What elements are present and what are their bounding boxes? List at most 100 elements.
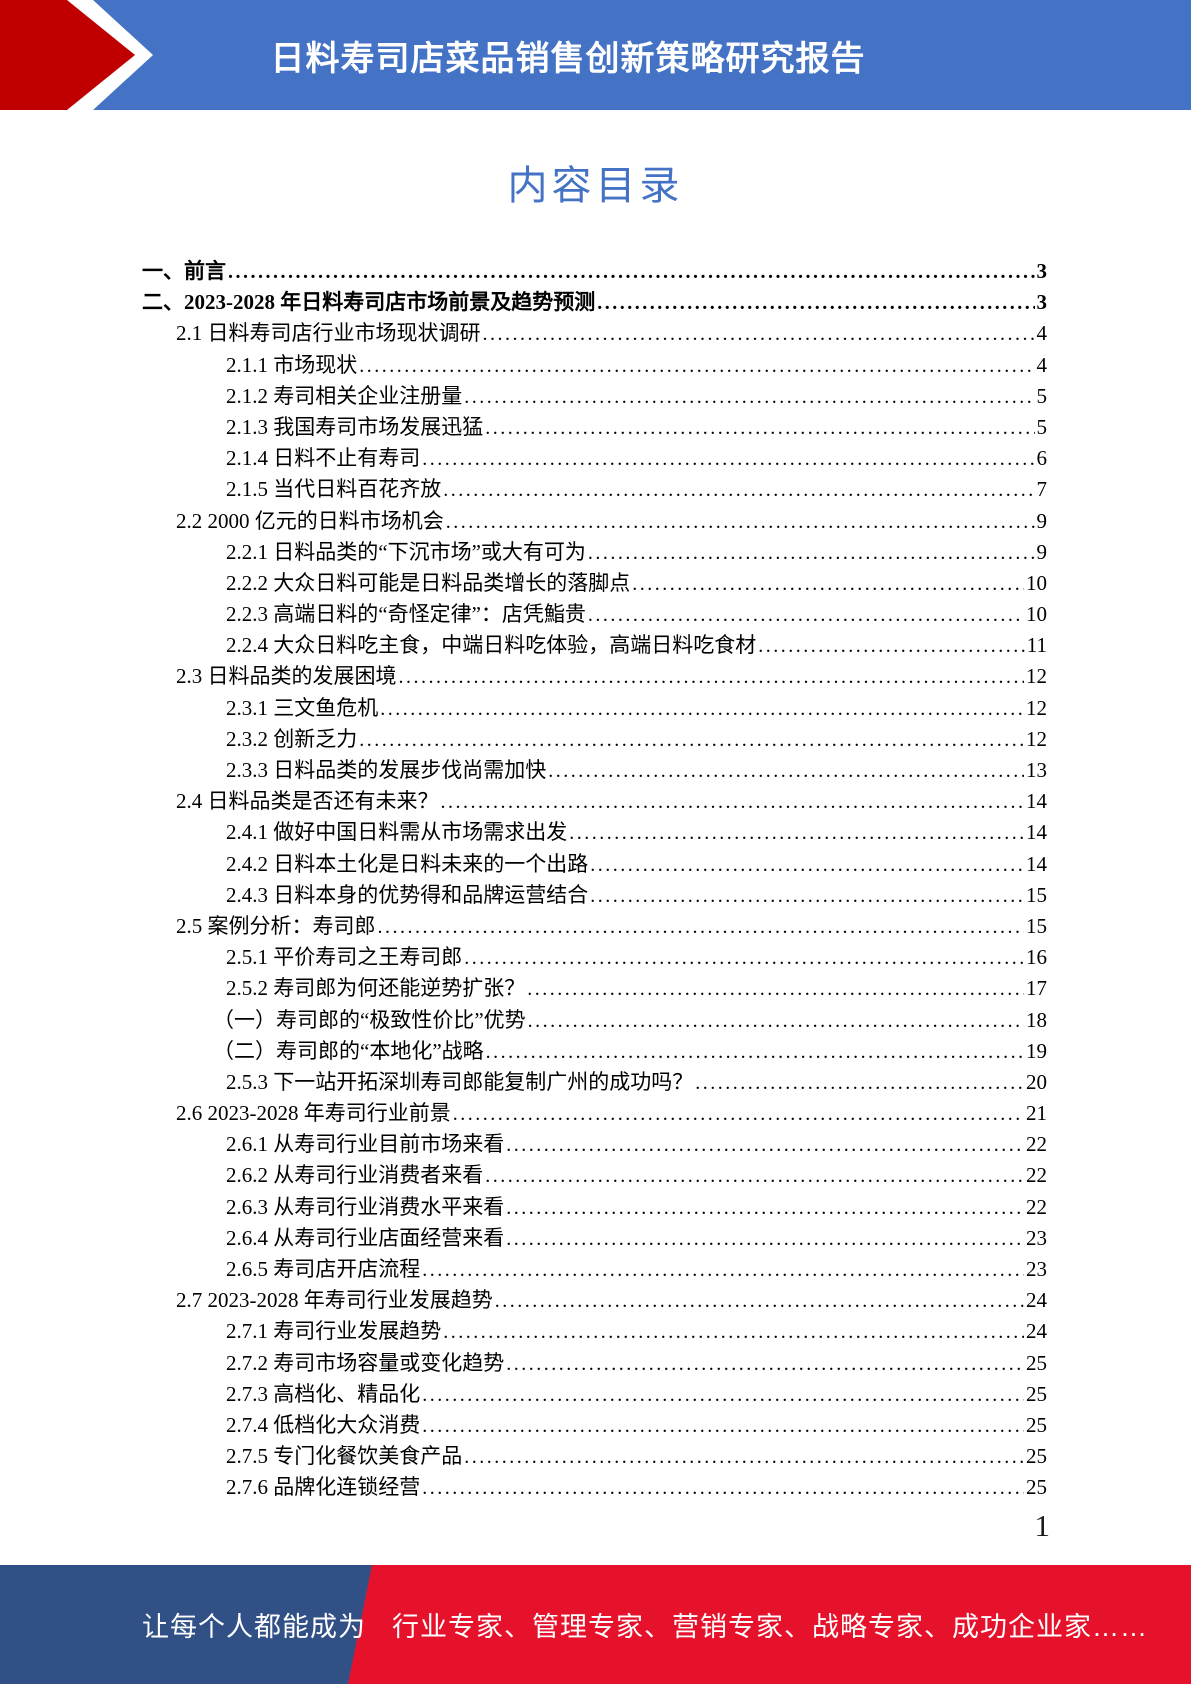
toc-entry-page: 12: [1026, 695, 1047, 720]
toc-entry[interactable]: 2.6.3 从寿司行业消费水平来看 22: [142, 1192, 1047, 1223]
toc-entry[interactable]: 2.7.6 品牌化连锁经营 25: [142, 1472, 1047, 1503]
toc-entry[interactable]: （二）寿司郎的“本地化”战略 19: [142, 1036, 1047, 1067]
toc-entry[interactable]: 2.4 日料品类是否还有未来？ 14: [142, 786, 1047, 817]
toc-entry-dots: [528, 1006, 1024, 1037]
toc-entry-page: 6: [1036, 446, 1048, 471]
toc-entry[interactable]: 2.7.2 寿司市场容量或变化趋势 25: [142, 1348, 1047, 1379]
toc-entry-dots: [495, 1286, 1024, 1317]
toc-entry-label: 2.7 2023-2028 年寿司行业发展趋势: [176, 1288, 493, 1313]
footer-left-text: 让每个人都能成为: [142, 1612, 366, 1642]
toc-entry-page: 19: [1026, 1038, 1047, 1063]
report-header-banner: 日料寿司店菜品销售创新策略研究报告: [0, 0, 1191, 110]
toc-entry-page: 22: [1026, 1194, 1047, 1219]
toc-entry-dots: [359, 351, 1034, 382]
toc-entry-page: 4: [1036, 352, 1048, 377]
toc-entry-dots: [443, 1317, 1024, 1348]
toc-entry[interactable]: 2.3 日料品类的发展困境 12: [142, 661, 1047, 692]
toc-entry-dots: [632, 569, 1024, 600]
toc-entry[interactable]: 2.6 2023-2028 年寿司行业前景 21: [142, 1098, 1047, 1129]
toc-entry[interactable]: 2.2.1 日料品类的“下沉市场”或大有可为 9: [142, 537, 1047, 568]
toc-entry-label: 2.4.2 日料本土化是日料未来的一个出路: [226, 851, 589, 876]
toc-entry-dots: [359, 725, 1024, 756]
toc-entry[interactable]: 2.7.1 寿司行业发展趋势 24: [142, 1316, 1047, 1347]
toc-entry-page: 13: [1026, 758, 1047, 782]
toc-entry-page: 17: [1026, 976, 1047, 1001]
toc-entry[interactable]: 2.2.4 大众日料吃主食，中端日料吃体验，高端日料吃食材 11: [142, 630, 1047, 661]
toc-entry[interactable]: 2.7.3 高档化、精品化 25: [142, 1379, 1047, 1410]
toc-entry[interactable]: 2.4.3 日料本身的优势得和品牌运营结合 15: [142, 880, 1047, 911]
toc-entry[interactable]: 2.5.2 寿司郎为何还能逆势扩张？ 17: [142, 973, 1047, 1004]
toc-entry-label: 2.7.5 专门化餐饮美食产品: [226, 1444, 463, 1469]
toc-entry-page: 25: [1026, 1444, 1047, 1469]
toc-entry[interactable]: 2.1.4 日料不止有寿司 6: [142, 443, 1047, 474]
toc-entry[interactable]: 2.5.3 下一站开拓深圳寿司郎能复制广州的成功吗？ 20: [142, 1067, 1047, 1098]
toc-entry[interactable]: 2.6.1 从寿司行业目前市场来看 22: [142, 1129, 1047, 1160]
toc-entry-page: 9: [1036, 539, 1048, 564]
page-number: 1: [1034, 1508, 1051, 1543]
report-title: 日料寿司店菜品销售创新策略研究报告: [270, 39, 866, 78]
toc-entry[interactable]: 2.6.2 从寿司行业消费者来看 22: [142, 1160, 1047, 1191]
toc-entry[interactable]: 2.3.1 三文鱼危机 12: [142, 693, 1047, 724]
toc-entry-label: 2.6.2 从寿司行业消费者来看: [226, 1163, 484, 1188]
toc-entry-page: 5: [1036, 383, 1048, 408]
toc-entry-dots: [527, 974, 1024, 1005]
toc-entry[interactable]: 一、前言 3: [142, 256, 1047, 287]
toc-entry-page: 25: [1026, 1412, 1047, 1437]
toc-entry[interactable]: 2.4.2 日料本土化是日料未来的一个出路 14: [142, 849, 1047, 880]
toc-entry[interactable]: 2.1.2 寿司相关企业注册量 5: [142, 381, 1047, 412]
toc-entry-label: 2.4.1 做好中国日料需从市场需求出发: [226, 820, 568, 845]
toc-entry-dots: [506, 1224, 1024, 1255]
toc-entry-label: 2.2.4 大众日料吃主食，中端日料吃体验，高端日料吃食材: [226, 633, 757, 658]
toc-entry[interactable]: 2.2 2000 亿元的日料市场机会 9: [142, 506, 1047, 537]
toc-entry-page: 12: [1026, 664, 1047, 689]
toc-entry-label: 2.3.1 三文鱼危机: [226, 695, 379, 720]
toc-entry-label: （二）寿司郎的“本地化”战略: [213, 1038, 484, 1063]
toc-entry[interactable]: 2.2.3 高端日料的“奇怪定律”：店凭鮨贵 10: [142, 599, 1047, 630]
toc-entry-label: 2.3 日料品类的发展困境: [176, 664, 397, 689]
toc-entry-page: 24: [1026, 1319, 1047, 1344]
toc-entry-label: 2.1.3 我国寿司市场发展迅猛: [226, 414, 484, 439]
toc-entry-page: 16: [1026, 945, 1047, 970]
toc-entry-dots: [548, 756, 1024, 787]
toc-entry-label: 2.4.3 日料本身的优势得和品牌运营结合: [226, 882, 589, 907]
toc-entry[interactable]: 2.7.5 专门化餐饮美食产品 25: [142, 1441, 1047, 1472]
toc-entry-page: 10: [1026, 570, 1047, 595]
toc-entry-page: 5: [1036, 414, 1048, 439]
toc-entry-page: 18: [1026, 1007, 1047, 1032]
toc-entry-label: （一）寿司郎的“极致性价比”优势: [213, 1007, 526, 1032]
toc-entry[interactable]: 2.6.5 寿司店开店流程 23: [142, 1254, 1047, 1285]
toc-entry-dots: [485, 413, 1034, 444]
toc-entry[interactable]: （一）寿司郎的“极致性价比”优势 18: [142, 1005, 1047, 1036]
toc-entry-label: 2.7.6 品牌化连锁经营: [226, 1475, 421, 1500]
toc-entry[interactable]: 2.3.3 日料品类的发展步伐尚需加快 13: [142, 755, 1047, 786]
toc-entry[interactable]: 二、2023-2028 年日料寿司店市场前景及趋势预测 3: [142, 287, 1047, 318]
toc-entry-page: 10: [1026, 602, 1047, 627]
toc-entry[interactable]: 2.1.1 市场现状 4: [142, 350, 1047, 381]
toc-entry-dots: [228, 257, 1035, 288]
toc-entry-dots: [464, 943, 1024, 974]
toc-entry-dots: [378, 912, 1025, 943]
toc-entry[interactable]: 2.2.2 大众日料可能是日料品类增长的落脚点 10: [142, 568, 1047, 599]
toc-entry-page: 21: [1026, 1101, 1047, 1126]
toc-entry[interactable]: 2.1.5 当代日料百花齐放 7: [142, 474, 1047, 505]
toc-entry-dots: [464, 382, 1034, 413]
toc-entry[interactable]: 2.1 日料寿司店行业市场现状调研 4: [142, 318, 1047, 349]
toc-entry[interactable]: 2.6.4 从寿司行业店面经营来看 23: [142, 1223, 1047, 1254]
toc-entry-page: 22: [1026, 1132, 1047, 1157]
toc-entry-label: 2.3.2 创新乏力: [226, 726, 358, 751]
toc-entry-label: 2.5.2 寿司郎为何还能逆势扩张？: [226, 976, 526, 1001]
toc-entry[interactable]: 2.5.1 平价寿司之王寿司郎 16: [142, 942, 1047, 973]
toc-entry[interactable]: 2.7.4 低档化大众消费 25: [142, 1410, 1047, 1441]
toc-entry-dots: [506, 1130, 1024, 1161]
toc-entry-page: 4: [1036, 321, 1048, 346]
toc-entry[interactable]: 2.3.2 创新乏力 12: [142, 724, 1047, 755]
toc-entry[interactable]: 2.4.1 做好中国日料需从市场需求出发 14: [142, 817, 1047, 848]
toc-entry-label: 2.6.1 从寿司行业目前市场来看: [226, 1132, 505, 1157]
toc-entry-dots: [422, 1473, 1024, 1504]
toc-entry[interactable]: 2.1.3 我国寿司市场发展迅猛 5: [142, 412, 1047, 443]
toc-entry-label: 2.6.5 寿司店开店流程: [226, 1257, 421, 1281]
toc-entry-dots: [441, 787, 1025, 818]
toc-entry[interactable]: 2.7 2023-2028 年寿司行业发展趋势 24: [142, 1285, 1047, 1316]
toc-entry[interactable]: 2.5 案例分析：寿司郎 15: [142, 911, 1047, 942]
